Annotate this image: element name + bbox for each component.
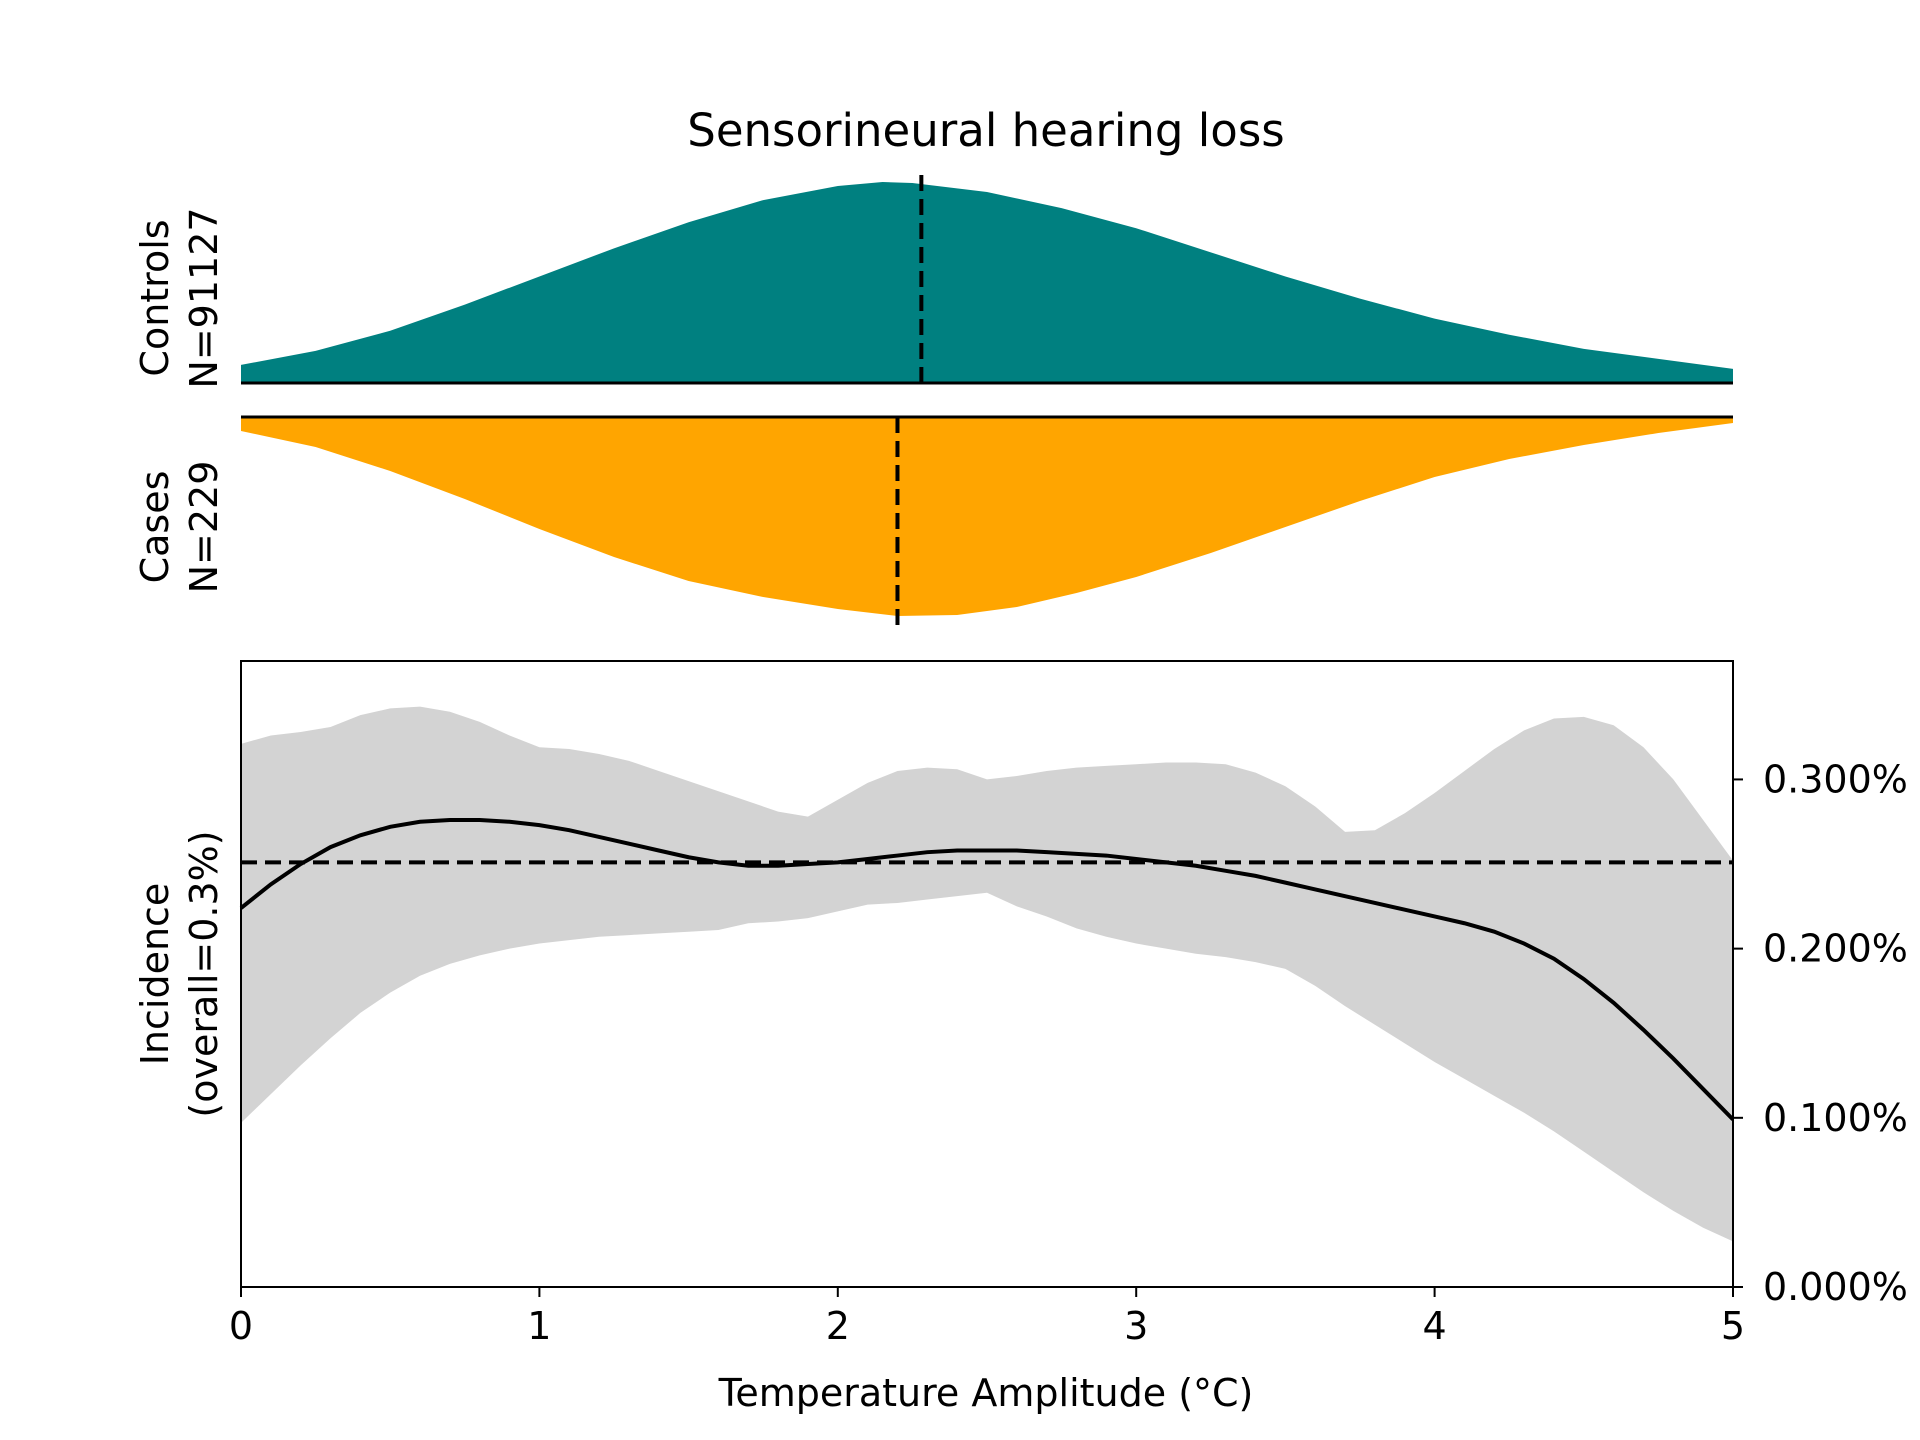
chart-title: Sensorineural hearing loss — [687, 104, 1284, 157]
incidence-axes-frame — [240, 660, 1734, 1288]
incidence-panel: 0 1 2 3 4 5 0.000% 0.100% 0.200% 0.300% Incidenc… — [133, 660, 1908, 1415]
controls-density-area — [241, 182, 1733, 383]
x-tick-label: 5 — [1721, 1304, 1745, 1348]
incidence-line — [239, 818, 1735, 1121]
incidence-ylabel-line2: (overall=0.3%) — [182, 830, 226, 1117]
y-tick-label: 0.000% — [1763, 1265, 1908, 1309]
x-tick-label: 0 — [229, 1304, 253, 1348]
cases-label: Cases — [133, 471, 177, 584]
x-axis-label: Temperature Amplitude (°C) — [718, 1371, 1254, 1415]
controls-n-label: N=91127 — [182, 207, 226, 388]
x-tick-label: 2 — [826, 1304, 850, 1348]
y-tick-label: 0.200% — [1763, 927, 1908, 971]
x-tick-label: 1 — [527, 1304, 551, 1348]
x-tick-label: 4 — [1423, 1304, 1447, 1348]
y-tick-label: 0.300% — [1763, 757, 1908, 801]
y-tick-label: 0.100% — [1763, 1096, 1908, 1140]
x-axis-ticks: 0 1 2 3 4 5 — [229, 1287, 1745, 1348]
y-axis-ticks-right: 0.000% 0.100% 0.200% 0.300% — [1733, 757, 1908, 1309]
controls-label: Controls — [133, 219, 177, 376]
cases-panel: Cases N=229 — [133, 415, 1733, 625]
incidence-ylabel-line1: Incidence — [133, 883, 177, 1066]
x-tick-label: 3 — [1124, 1304, 1148, 1348]
cases-n-label: N=229 — [182, 461, 226, 594]
controls-panel: Controls N=91127 — [133, 174, 1733, 389]
cases-density-area — [241, 417, 1733, 616]
